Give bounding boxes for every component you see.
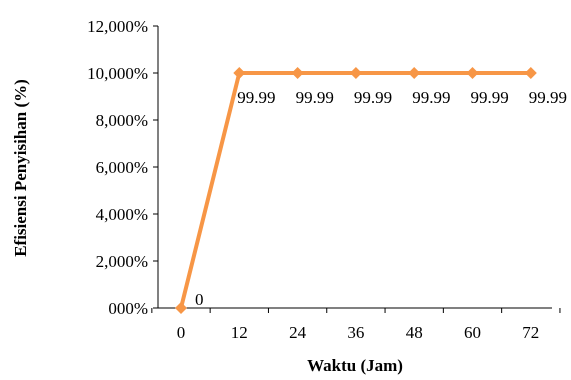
x-tick-label: 60 — [464, 323, 481, 342]
x-tick-label: 12 — [231, 323, 248, 342]
series-line — [179, 71, 531, 309]
data-label: 99.99 — [412, 88, 450, 107]
y-tick-label: 2,000% — [96, 252, 148, 271]
y-tick-label: 12,000% — [87, 17, 148, 36]
y-tick-label: 000% — [108, 299, 148, 318]
data-label: 99.99 — [237, 88, 275, 107]
x-tick-label: 72 — [522, 323, 539, 342]
series-line-group — [175, 67, 537, 314]
x-axis-title: Waktu (Jam) — [307, 356, 403, 375]
data-point-marker — [408, 67, 421, 79]
data-label: 0 — [195, 290, 204, 309]
data-labels: 0 99.99 99.99 99.99 99.99 99.99 99.99 — [195, 88, 567, 309]
data-point-marker — [233, 67, 246, 79]
y-axis-ticks: 000% 2,000% 4,000% 6,000% 8,000% 10,000% 12,00… — [87, 17, 158, 318]
x-tick-label: 36 — [347, 323, 364, 342]
y-axis-title: Efisiensi Penyisihan (%) — [11, 79, 30, 257]
data-point-marker — [466, 67, 479, 79]
y-tick-label: 8,000% — [96, 111, 148, 130]
data-label: 99.99 — [471, 88, 509, 107]
data-label: 99.99 — [529, 88, 567, 107]
y-tick-label: 10,000% — [87, 64, 148, 83]
data-label: 99.99 — [296, 88, 334, 107]
data-point-marker — [291, 67, 304, 79]
x-tick-label: 0 — [177, 323, 186, 342]
y-tick-label: 4,000% — [96, 205, 148, 224]
data-label: 99.99 — [354, 88, 392, 107]
data-point-marker — [524, 67, 537, 79]
x-tick-label: 48 — [406, 323, 423, 342]
x-tick-label: 24 — [289, 323, 307, 342]
data-point-marker — [175, 302, 187, 314]
y-tick-label: 6,000% — [96, 158, 148, 177]
data-point-marker — [349, 67, 362, 79]
x-axis-ticks: 0 12 24 36 48 60 72 — [151, 308, 561, 342]
